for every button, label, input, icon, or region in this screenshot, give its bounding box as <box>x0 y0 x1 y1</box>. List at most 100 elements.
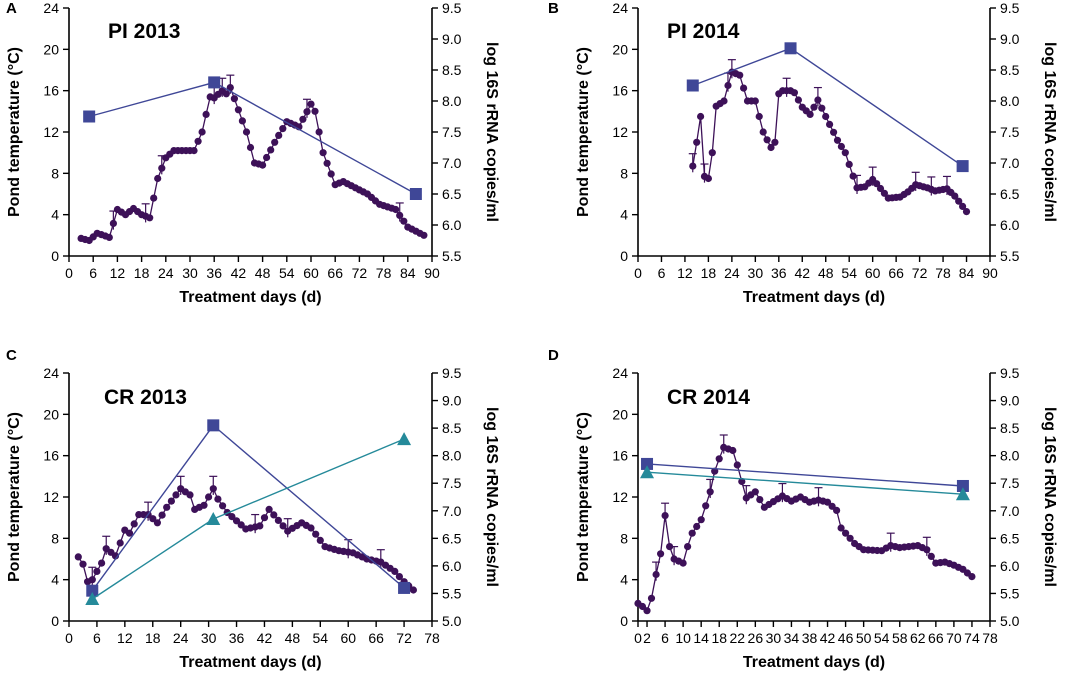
treatment-square-marker <box>686 79 699 92</box>
x-tick-label: 12 <box>110 265 126 281</box>
temperature-point <box>706 488 714 496</box>
treatment-line-square <box>91 424 405 592</box>
x-tick-label: 58 <box>892 630 908 646</box>
temperature-point <box>279 522 287 530</box>
chart-title: PI 2014 <box>667 20 740 43</box>
x-tick-label: 60 <box>340 630 356 646</box>
y2-tick-label: 7.5 <box>442 475 462 491</box>
y2-tick-label: 8.5 <box>1000 420 1020 436</box>
temperature-point <box>704 174 713 183</box>
treatment-square-marker <box>784 42 797 55</box>
temperature-point <box>833 136 842 144</box>
treatment-triangle-marker <box>206 512 221 526</box>
x-tick-label: 18 <box>701 265 717 281</box>
temperature-point <box>849 172 857 180</box>
temperature-point <box>391 567 399 576</box>
x-tick-label: 18 <box>145 630 161 646</box>
x-tick-label: 30 <box>766 630 782 646</box>
temperature-point <box>299 115 307 123</box>
temperature-point <box>130 520 138 528</box>
temperature-point <box>720 97 728 105</box>
y-tick-label: 16 <box>612 83 628 99</box>
x-tick-label: 14 <box>693 630 709 646</box>
x-tick-label: 6 <box>658 265 666 281</box>
y2-tick-label: 8.5 <box>442 420 462 436</box>
temperature-point <box>697 112 705 121</box>
x-tick-label: 66 <box>888 265 904 281</box>
x-tick-label: 60 <box>303 265 319 281</box>
panel-label: A <box>6 0 17 17</box>
y-tick-label: 24 <box>612 365 628 381</box>
temperature-point <box>214 495 222 503</box>
x-tick-label: 78 <box>376 265 392 281</box>
y-tick-label: 16 <box>612 448 628 464</box>
temperature-point <box>763 136 771 144</box>
temperature-point <box>771 138 779 146</box>
x-tick-label: 42 <box>820 630 836 646</box>
y-tick-label: 4 <box>620 207 628 223</box>
temperature-point <box>259 161 267 169</box>
x-tick-label: 48 <box>285 630 301 646</box>
temperature-point <box>842 529 850 537</box>
x-tick-label: 2 <box>643 630 651 646</box>
x-tick-label: 78 <box>935 265 951 281</box>
y-tick-label: 4 <box>51 207 59 223</box>
y2-tick-label: 9.5 <box>1000 365 1020 381</box>
y-tick-label: 0 <box>620 248 628 264</box>
temperature-point <box>263 153 271 162</box>
y2-tick-label: 7.5 <box>442 124 462 140</box>
temperature-point <box>172 491 180 499</box>
x-tick-label: 0 <box>634 630 642 646</box>
temperature-point <box>794 96 803 104</box>
temperature-point <box>693 522 701 531</box>
x-tick-label: 62 <box>910 630 926 646</box>
treatment-square-marker <box>398 581 411 594</box>
temperature-point <box>395 573 403 581</box>
x-tick-label: 18 <box>711 630 727 646</box>
temperature-point <box>270 511 278 519</box>
y-tick-label: 12 <box>612 124 628 140</box>
temperature-point <box>125 529 134 537</box>
y2-tick-label: 8.0 <box>442 93 462 109</box>
temperature-point <box>319 149 327 157</box>
temperature-point <box>657 550 665 558</box>
x-tick-label: 48 <box>818 265 834 281</box>
temperature-point <box>315 128 323 136</box>
temperature-point <box>841 149 849 157</box>
temperature-point <box>955 197 963 205</box>
temperature-point <box>190 147 198 155</box>
treatment-square-marker <box>409 188 422 200</box>
panel-b-pi-2014: B PI 2014 0 6 12 18 24 30 36 42 48 54 60 66 72 78 84 90… <box>548 0 1058 306</box>
y2-tick-label: 6.0 <box>1000 217 1020 233</box>
temperature-point <box>751 488 759 496</box>
x-tick-label: 0 <box>634 265 642 281</box>
temperature-point <box>242 128 251 136</box>
x-tick-label: 74 <box>964 630 980 646</box>
temperature-point <box>409 586 417 594</box>
y-tick-label: 24 <box>612 0 628 16</box>
x-tick-label: 6 <box>661 630 669 646</box>
temperature-point <box>689 162 697 170</box>
x-tick-label: 12 <box>117 630 133 646</box>
y2-tick-label: 7.0 <box>442 155 462 171</box>
temperature-point <box>316 536 324 545</box>
x-tick-label: 18 <box>134 265 150 281</box>
y-tick-label: 0 <box>51 613 59 629</box>
temperature-point <box>396 211 404 219</box>
temperature-point <box>232 517 241 525</box>
temperature-point <box>167 497 175 505</box>
y2-tick-label: 7.5 <box>1000 475 1020 491</box>
temperature-point <box>767 143 775 152</box>
y2-tick-label: 8.5 <box>442 62 462 78</box>
y2-tick-label: 9.5 <box>1000 0 1020 16</box>
x-tick-label: 36 <box>229 630 245 646</box>
x-tick-label: 0 <box>65 265 73 281</box>
x-tick-label: 50 <box>856 630 872 646</box>
temperature-point <box>158 164 166 172</box>
temperature-point <box>790 89 799 97</box>
x-tick-label: 38 <box>802 630 818 646</box>
y2-axis-label: log 16S rRNA copies/ml <box>483 42 500 222</box>
x-tick-label: 26 <box>748 630 764 646</box>
x-tick-label: 42 <box>231 265 247 281</box>
x-tick-label: 72 <box>396 630 412 646</box>
